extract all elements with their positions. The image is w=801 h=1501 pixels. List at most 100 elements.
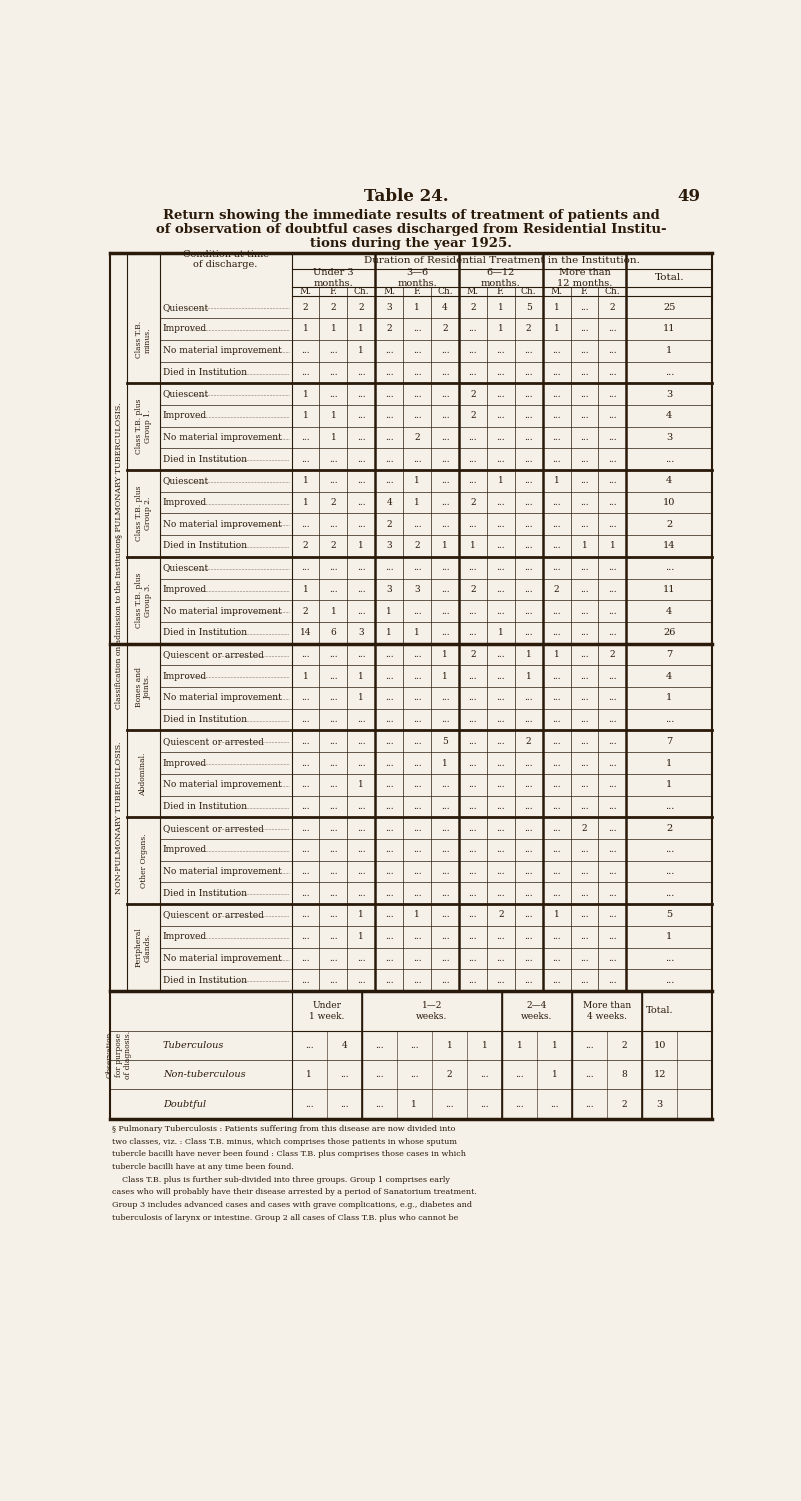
Text: 1: 1 [666,758,673,767]
Text: ...: ... [580,932,589,941]
Text: 2: 2 [446,1070,453,1079]
Text: Improved: Improved [163,498,207,507]
Text: ...: ... [469,606,477,615]
Text: ...: ... [525,976,533,985]
Text: ...: ... [525,802,533,811]
Text: ...: ... [413,563,421,572]
Text: § Pulmonary Tuberculosis : Patients suffering from this disease are now divided : § Pulmonary Tuberculosis : Patients suff… [112,1124,455,1133]
Text: Class T.B. plus
Group 1.: Class T.B. plus Group 1. [135,399,152,455]
Text: 2: 2 [470,650,476,659]
Text: ...: ... [480,1070,489,1079]
Text: ...: ... [385,781,393,790]
Text: ...: ... [552,606,561,615]
Text: Ch.: Ch. [521,287,537,296]
Text: ...: ... [608,672,617,681]
Text: ...: ... [301,932,310,941]
Text: 5: 5 [666,911,672,920]
Text: 4: 4 [666,606,673,615]
Text: ...: ... [550,1100,559,1109]
Text: ...: ... [301,432,310,441]
Text: ...: ... [497,758,505,767]
Text: ...: ... [469,737,477,746]
Text: ...: ... [469,519,477,528]
Text: Died in Institution: Died in Institution [163,368,247,377]
Text: M.: M. [300,287,312,296]
Text: 10: 10 [654,1042,666,1051]
Text: ...: ... [552,781,561,790]
Text: ...: ... [441,606,449,615]
Text: More than
12 months.: More than 12 months. [557,269,612,288]
Text: M.: M. [550,287,562,296]
Text: 5: 5 [442,737,448,746]
Text: ...: ... [413,781,421,790]
Text: ...: ... [580,868,589,877]
Text: 1: 1 [442,650,448,659]
Text: 3: 3 [657,1100,663,1109]
Text: ...: ... [301,650,310,659]
Text: 1: 1 [303,498,308,507]
Text: 1: 1 [358,693,364,702]
Text: 1: 1 [386,629,392,638]
Text: ...: ... [497,390,505,399]
Text: 1: 1 [306,1070,312,1079]
Text: 4: 4 [386,498,392,507]
Text: ...: ... [385,845,393,854]
Text: 1: 1 [331,432,336,441]
Text: ...: ... [469,693,477,702]
Text: ...: ... [413,650,421,659]
Text: 2: 2 [303,303,308,312]
Text: 2: 2 [498,911,504,920]
Text: ...: ... [525,868,533,877]
Text: 2: 2 [470,585,476,594]
Text: ...: ... [329,476,338,485]
Text: 12: 12 [654,1070,666,1079]
Text: 14: 14 [663,542,675,551]
Text: ...: ... [497,585,505,594]
Text: ...: ... [329,650,338,659]
Text: 1: 1 [582,542,587,551]
Text: 7: 7 [666,737,673,746]
Text: 3: 3 [386,585,392,594]
Text: ...: ... [608,781,617,790]
Text: ...: ... [413,802,421,811]
Text: ...: ... [586,1100,594,1109]
Text: No material improvement: No material improvement [163,432,282,441]
Text: Died in Institution: Died in Institution [163,889,247,898]
Text: ...: ... [329,737,338,746]
Text: ...: ... [413,932,421,941]
Text: ...: ... [525,758,533,767]
Text: ...: ... [357,368,365,377]
Text: ...: ... [385,390,393,399]
Text: ...: ... [301,802,310,811]
Text: ...: ... [552,758,561,767]
Text: ...: ... [304,1100,313,1109]
Text: No material improvement: No material improvement [163,693,282,702]
Text: ...: ... [497,889,505,898]
Text: ...: ... [357,889,365,898]
Text: ...: ... [608,563,617,572]
Text: ...: ... [608,455,617,464]
Text: ...: ... [580,714,589,723]
Text: ...: ... [497,498,505,507]
Text: Total.: Total. [646,1007,674,1016]
Text: ...: ... [375,1070,384,1079]
Text: ...: ... [552,390,561,399]
Text: ...: ... [441,390,449,399]
Text: ...: ... [525,824,533,833]
Text: ...: ... [608,324,617,333]
Text: ...: ... [525,585,533,594]
Text: Non-tuberculous: Non-tuberculous [163,1070,246,1079]
Text: ...: ... [525,889,533,898]
Text: ...: ... [469,629,477,638]
Text: 1: 1 [553,476,559,485]
Text: ...: ... [413,976,421,985]
Text: ...: ... [357,455,365,464]
Text: ...: ... [580,889,589,898]
Text: Other Organs.: Other Organs. [139,833,147,889]
Text: 25: 25 [663,303,675,312]
Text: ...: ... [497,411,505,420]
Text: ...: ... [608,476,617,485]
Text: Improved: Improved [163,672,207,681]
Text: 1: 1 [553,650,559,659]
Text: ...: ... [552,411,561,420]
